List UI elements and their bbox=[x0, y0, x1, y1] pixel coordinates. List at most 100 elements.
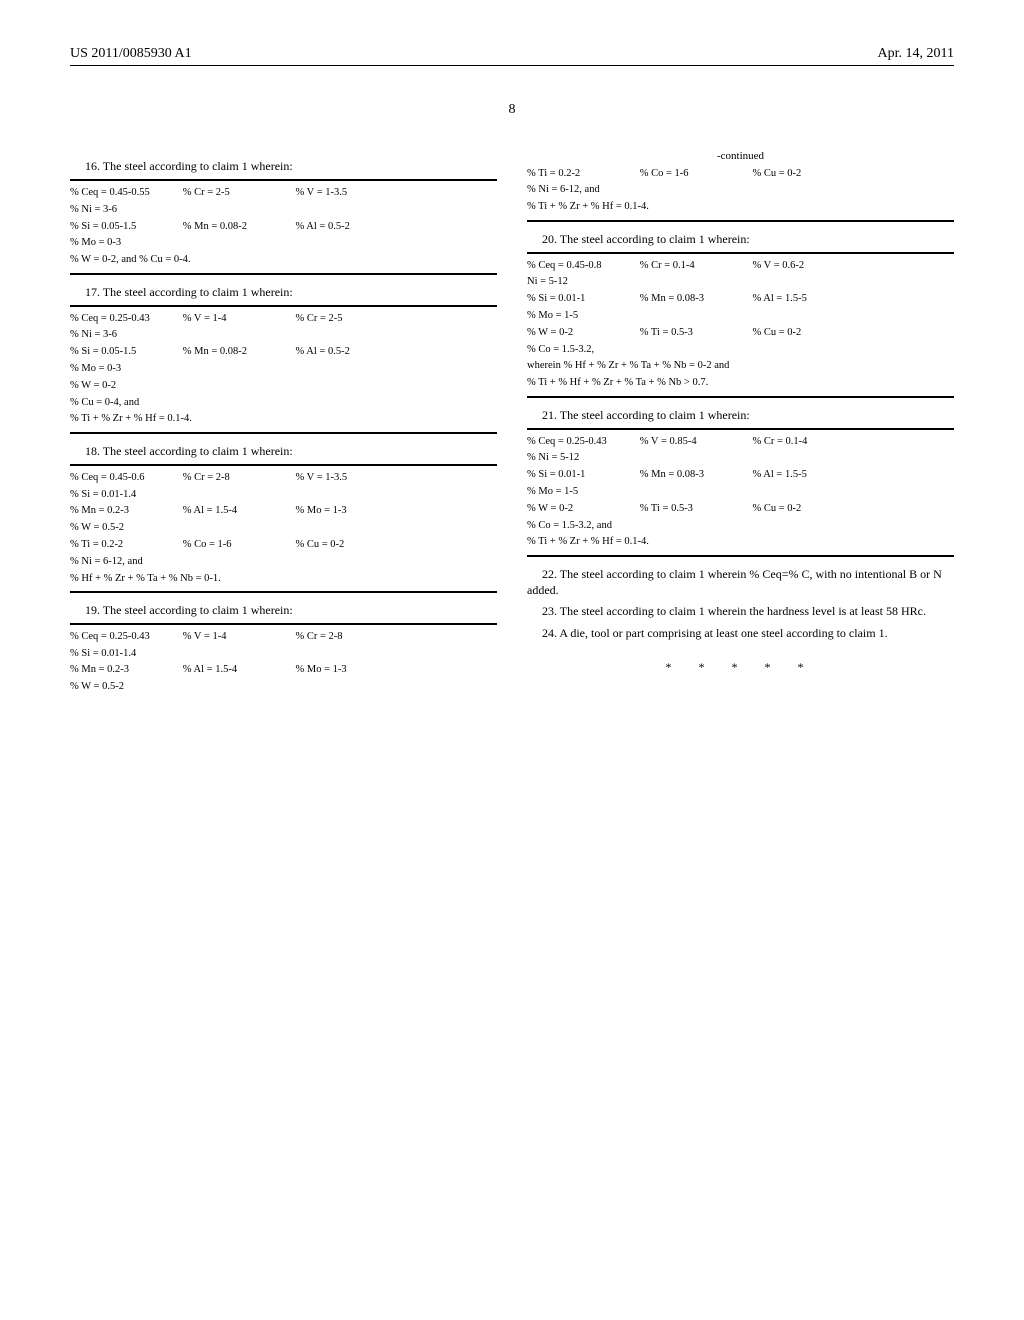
formula-cell: % Cr = 2-5 bbox=[296, 311, 409, 328]
left-column: 16. The steel according to claim 1 where… bbox=[70, 149, 497, 696]
claim-21-text: 21. The steel according to claim 1 where… bbox=[527, 408, 954, 424]
formula-cell: % Ti + % Zr + % Hf = 0.1-4. bbox=[70, 411, 497, 428]
table-row: % Ti = 0.2-2 % Co = 1-6 % Cu = 0-2 % Ni … bbox=[70, 537, 497, 571]
table-row: % Ceq = 0.25-0.43 % V = 1-4 % Cr = 2-8 %… bbox=[70, 629, 497, 663]
table-row: % Mn = 0.2-3 % Al = 1.5-4 % Mo = 1-3 % W… bbox=[70, 662, 497, 696]
formula-cell: % V = 1-4 bbox=[183, 629, 296, 646]
right-column: -continued % Ti = 0.2-2 % Co = 1-6 % Cu … bbox=[527, 149, 954, 696]
formula-cell: % Cu = 0-4, and bbox=[70, 395, 396, 412]
formula-cell: wherein % Hf + % Zr + % Ta + % Nb = 0-2 … bbox=[527, 358, 954, 375]
claim-18-text: 18. The steel according to claim 1 where… bbox=[70, 444, 497, 460]
formula-cell: % Al = 1.5-5 bbox=[753, 467, 866, 484]
claim-23-text: 23. The steel according to claim 1 where… bbox=[527, 604, 954, 620]
claim-19-continued-formula: % Ti = 0.2-2 % Co = 1-6 % Cu = 0-2 % Ni … bbox=[527, 166, 954, 222]
publication-number: US 2011/0085930 A1 bbox=[70, 45, 192, 63]
formula-cell: % Ti + % Hf + % Zr + % Ta + % Nb > 0.7. bbox=[527, 375, 954, 392]
formula-cell: % Al = 0.5-2 bbox=[296, 344, 409, 361]
table-row: % W = 0-2 % Ti = 0.5-3 % Cu = 0-2 % Co =… bbox=[527, 325, 954, 359]
formula-cell: % Co = 1.5-3.2, and bbox=[527, 518, 640, 535]
formula-cell: % Si = 0.05-1.5 bbox=[70, 219, 183, 236]
formula-cell: % Mo = 1-5 bbox=[527, 308, 640, 325]
formula-cell: % Al = 0.5-2 bbox=[296, 219, 409, 236]
claim-21-formula: % Ceq = 0.25-0.43 % V = 0.85-4 % Cr = 0.… bbox=[527, 428, 954, 558]
formula-cell: % Ni = 6-12, and bbox=[70, 554, 183, 571]
formula-cell: % Mo = 0-3 bbox=[70, 361, 183, 378]
formula-cell: % V = 0.85-4 bbox=[640, 434, 753, 451]
formula-cell: % Mn = 0.2-3 bbox=[70, 662, 183, 679]
formula-cell: % V = 0.6-2 bbox=[753, 258, 866, 275]
formula-cell: % Ti = 0.2-2 bbox=[70, 537, 183, 554]
table-row: % Ti = 0.2-2 % Co = 1-6 % Cu = 0-2 % Ni … bbox=[527, 166, 954, 200]
formula-cell: % Ceq = 0.25-0.43 bbox=[70, 311, 183, 328]
publication-date: Apr. 14, 2011 bbox=[878, 45, 954, 63]
page-header: US 2011/0085930 A1 Apr. 14, 2011 bbox=[70, 45, 954, 66]
formula-cell: % W = 0.5-2 bbox=[70, 679, 183, 696]
claim-17-text: 17. The steel according to claim 1 where… bbox=[70, 285, 497, 301]
formula-cell: % W = 0-2 bbox=[527, 501, 640, 518]
formula-cell: % Ceq = 0.45-0.55 bbox=[70, 185, 183, 202]
formula-cell: % Mo = 1-3 bbox=[296, 662, 409, 679]
table-row: % Ti + % Hf + % Zr + % Ta + % Nb > 0.7. bbox=[527, 375, 954, 392]
formula-cell: % Cu = 0-2 bbox=[753, 325, 866, 342]
formula-cell: % Mo = 1-3 bbox=[296, 503, 409, 520]
formula-cell: % V = 1-4 bbox=[183, 311, 296, 328]
table-row: % W = 0-2 % Cu = 0-4, and bbox=[70, 378, 497, 412]
table-row: % Mn = 0.2-3 % Al = 1.5-4 % Mo = 1-3 % W… bbox=[70, 503, 497, 537]
formula-cell: % Hf + % Zr + % Ta + % Nb = 0-1. bbox=[70, 571, 497, 588]
formula-cell: % V = 1-3.5 bbox=[296, 470, 409, 487]
formula-cell: % Mn = 0.08-2 bbox=[183, 219, 296, 236]
formula-cell: % Ni = 6-12, and bbox=[527, 182, 640, 199]
table-row: % Hf + % Zr + % Ta + % Nb = 0-1. bbox=[70, 571, 497, 588]
formula-cell: % Co = 1.5-3.2, bbox=[527, 342, 640, 359]
table-row: % Ceq = 0.45-0.55 % Cr = 2-5 % V = 1-3.5… bbox=[70, 185, 497, 219]
formula-cell: % Ti = 0.5-3 bbox=[640, 501, 753, 518]
formula-cell: % Ni = 3-6 bbox=[70, 202, 183, 219]
formula-cell: % W = 0.5-2 bbox=[70, 520, 183, 537]
formula-cell: % Mn = 0.08-3 bbox=[640, 467, 753, 484]
two-column-layout: 16. The steel according to claim 1 where… bbox=[70, 149, 954, 696]
claim-20-text: 20. The steel according to claim 1 where… bbox=[527, 232, 954, 248]
formula-cell: % Ti + % Zr + % Hf = 0.1-4. bbox=[527, 534, 954, 551]
formula-cell: % Cr = 2-8 bbox=[296, 629, 409, 646]
formula-cell: % Cr = 2-5 bbox=[183, 185, 296, 202]
table-row: % W = 0-2 % Ti = 0.5-3 % Cu = 0-2 % Co =… bbox=[527, 501, 954, 535]
claim-24-text: 24. A die, tool or part comprising at le… bbox=[527, 626, 954, 642]
table-row: % Si = 0.05-1.5 % Mn = 0.08-2 % Al = 0.5… bbox=[70, 344, 497, 378]
formula-cell: % Mn = 0.08-2 bbox=[183, 344, 296, 361]
formula-cell: % Mo = 1-5 bbox=[527, 484, 640, 501]
table-row: % Ti + % Zr + % Hf = 0.1-4. bbox=[527, 534, 954, 551]
claim-18-formula: % Ceq = 0.45-0.6 % Cr = 2-8 % V = 1-3.5 … bbox=[70, 464, 497, 594]
table-row: % Si = 0.05-1.5 % Mn = 0.08-2 % Al = 0.5… bbox=[70, 219, 497, 253]
table-row: % Si = 0.01-1 % Mn = 0.08-3 % Al = 1.5-5… bbox=[527, 467, 954, 501]
continued-label: -continued bbox=[527, 149, 954, 163]
claim-22-text: 22. The steel according to claim 1 where… bbox=[527, 567, 954, 598]
formula-cell: % Ceq = 0.25-0.43 bbox=[527, 434, 640, 451]
formula-cell: % W = 0-2 bbox=[527, 325, 640, 342]
formula-cell: % Cr = 0.1-4 bbox=[753, 434, 866, 451]
claim-19-text: 19. The steel according to claim 1 where… bbox=[70, 603, 497, 619]
formula-cell: % Cr = 2-8 bbox=[183, 470, 296, 487]
formula-cell: Ni = 5-12 bbox=[527, 274, 640, 291]
end-of-document-stars: * * * * * bbox=[527, 660, 954, 676]
formula-cell: % Cu = 0-2 bbox=[753, 166, 866, 183]
claim-19-formula: % Ceq = 0.25-0.43 % V = 1-4 % Cr = 2-8 %… bbox=[70, 623, 497, 696]
table-row: % Ceq = 0.45-0.6 % Cr = 2-8 % V = 1-3.5 … bbox=[70, 470, 497, 504]
formula-cell: % Al = 1.5-5 bbox=[753, 291, 866, 308]
formula-cell: % Mn = 0.08-3 bbox=[640, 291, 753, 308]
formula-cell: % Si = 0.01-1 bbox=[527, 467, 640, 484]
formula-cell: % V = 1-3.5 bbox=[296, 185, 409, 202]
formula-cell: % Mn = 0.2-3 bbox=[70, 503, 183, 520]
formula-cell: % Ceq = 0.45-0.6 bbox=[70, 470, 183, 487]
table-row: % Ti + % Zr + % Hf = 0.1-4. bbox=[527, 199, 954, 216]
formula-cell: % Co = 1-6 bbox=[183, 537, 296, 554]
formula-cell: % Co = 1-6 bbox=[640, 166, 753, 183]
formula-cell: % Si = 0.05-1.5 bbox=[70, 344, 183, 361]
claim-17-formula: % Ceq = 0.25-0.43 % V = 1-4 % Cr = 2-5 %… bbox=[70, 305, 497, 435]
formula-cell: % Ni = 5-12 bbox=[527, 450, 640, 467]
table-row: % Si = 0.01-1 % Mn = 0.08-3 % Al = 1.5-5… bbox=[527, 291, 954, 325]
table-row: % Ti + % Zr + % Hf = 0.1-4. bbox=[70, 411, 497, 428]
claim-20-formula: % Ceq = 0.45-0.8 % Cr = 0.1-4 % V = 0.6-… bbox=[527, 252, 954, 398]
formula-cell: % W = 0-2 bbox=[70, 378, 183, 395]
formula-cell: % Ni = 3-6 bbox=[70, 327, 183, 344]
formula-cell: % Al = 1.5-4 bbox=[183, 503, 296, 520]
